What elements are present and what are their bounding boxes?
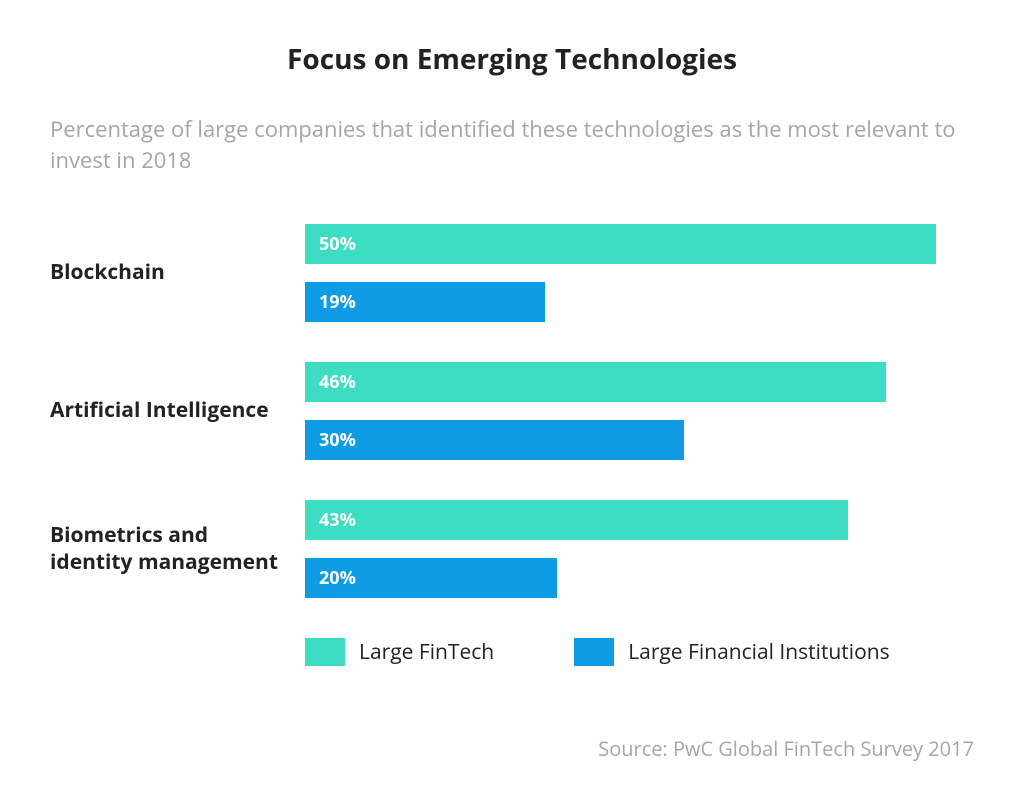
legend-item-financial-institutions: Large Financial Institutions [574, 638, 889, 666]
bar-fintech: 50% [305, 224, 936, 264]
bar-row: 30% [305, 420, 974, 460]
legend-text: Large FinTech [359, 638, 494, 666]
chart-container: Focus on Emerging Technologies Percentag… [0, 0, 1024, 804]
legend: Large FinTech Large Financial Institutio… [50, 638, 974, 666]
category-group-ai: Artificial Intelligence 46% 30% [50, 362, 974, 460]
category-group-biometrics: Biometrics and identity management 43% 2… [50, 500, 974, 598]
bar-row: 50% [305, 224, 974, 264]
bar-fintech: 43% [305, 500, 848, 540]
bar-financial-institutions: 30% [305, 420, 684, 460]
chart-area: Blockchain 50% 19% Artificial Intelligen… [50, 224, 974, 598]
bar-financial-institutions: 20% [305, 558, 557, 598]
legend-swatch [574, 638, 614, 666]
bar-row: 43% [305, 500, 974, 540]
legend-swatch [305, 638, 345, 666]
bar-row: 19% [305, 282, 974, 322]
category-group-blockchain: Blockchain 50% 19% [50, 224, 974, 322]
chart-title: Focus on Emerging Technologies [50, 40, 974, 78]
bar-row: 46% [305, 362, 974, 402]
legend-item-fintech: Large FinTech [305, 638, 494, 666]
bars-col: 50% 19% [305, 224, 974, 322]
bars-col: 43% 20% [305, 500, 974, 598]
category-label: Biometrics and identity management [50, 522, 305, 575]
bar-financial-institutions: 19% [305, 282, 545, 322]
source-text: Source: PwC Global FinTech Survey 2017 [598, 735, 974, 762]
category-label: Blockchain [50, 259, 305, 285]
bar-fintech: 46% [305, 362, 886, 402]
bars-col: 46% 30% [305, 362, 974, 460]
chart-subtitle: Percentage of large companies that ident… [50, 114, 974, 176]
legend-text: Large Financial Institutions [628, 638, 889, 666]
bar-row: 20% [305, 558, 974, 598]
category-label: Artificial Intelligence [50, 397, 305, 423]
